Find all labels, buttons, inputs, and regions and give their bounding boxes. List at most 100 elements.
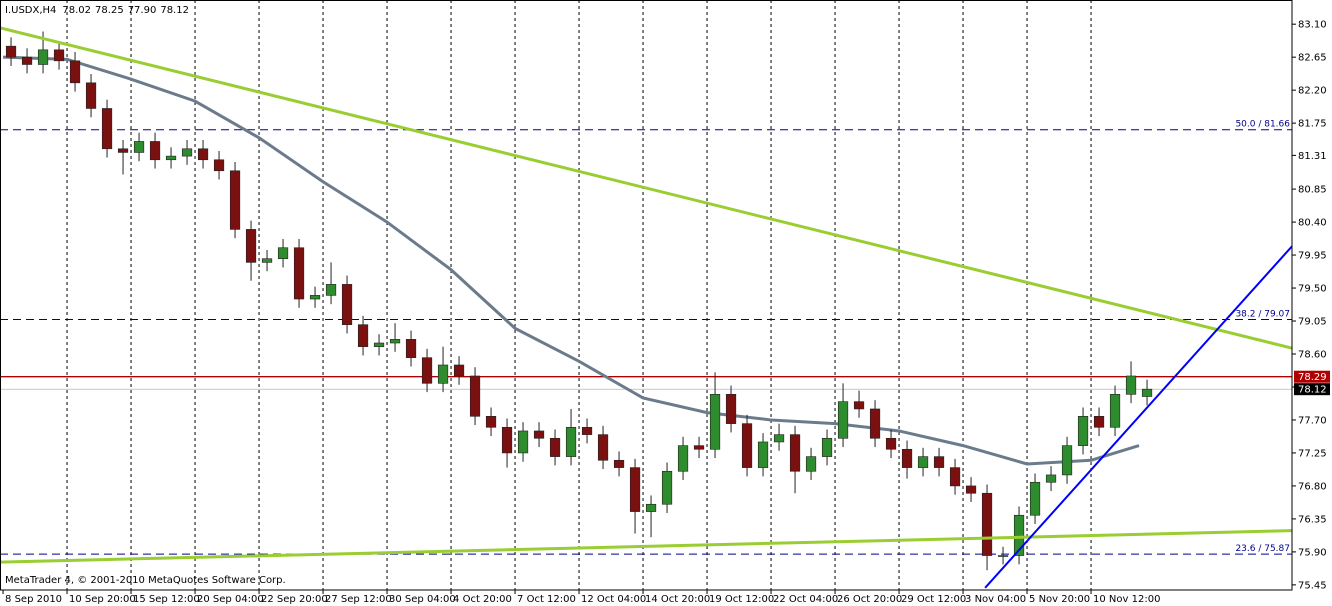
plot-area: 50.0 / 81.66 38.2 / 79.07 23.6 / 75.87 bbox=[0, 0, 1292, 590]
x-tick-label: 29 Oct 12:00 bbox=[901, 594, 966, 605]
candle-body bbox=[917, 456, 929, 468]
candle-body bbox=[453, 364, 465, 377]
x-tick-label: 8 Sep 2010 bbox=[5, 594, 62, 605]
candle-body bbox=[853, 401, 865, 410]
y-tick-label: 77.70 bbox=[1298, 415, 1327, 426]
x-tick-label: 14 Oct 20:00 bbox=[645, 594, 710, 605]
candle-body bbox=[1013, 514, 1025, 556]
candle-body bbox=[757, 441, 769, 468]
candle-body bbox=[437, 364, 449, 384]
fibo-label: 23.6 / 75.87 bbox=[1235, 544, 1290, 554]
candle-body bbox=[5, 45, 17, 58]
candle-body bbox=[293, 247, 305, 300]
x-tick-label: 12 Oct 04:00 bbox=[581, 594, 646, 605]
candle-body bbox=[741, 423, 753, 468]
candle-body bbox=[85, 82, 97, 109]
candle-body bbox=[1045, 474, 1057, 483]
candle-body bbox=[581, 426, 593, 435]
candle-body bbox=[117, 148, 129, 153]
y-tick-label: 79.50 bbox=[1298, 284, 1327, 295]
candle-body bbox=[597, 434, 609, 461]
candle-body bbox=[661, 470, 673, 505]
candle-body bbox=[549, 437, 561, 457]
moving-average bbox=[2, 55, 1140, 466]
candle-body bbox=[869, 408, 881, 439]
candle-body bbox=[309, 295, 321, 300]
x-tick-label: 7 Oct 12:00 bbox=[517, 594, 576, 605]
candle-body bbox=[789, 434, 801, 472]
y-tick-label: 76.80 bbox=[1298, 481, 1327, 492]
candle-body bbox=[37, 49, 49, 65]
trend-line bbox=[984, 245, 1292, 589]
candle-body bbox=[341, 284, 353, 325]
axes: 83.10 82.65 82.20 81.75 81.31 80.85 80.40 79.95… bbox=[2, 20, 1330, 605]
candle-body bbox=[181, 148, 193, 157]
candle-body bbox=[613, 459, 625, 468]
y-tick-label: 80.85 bbox=[1298, 185, 1327, 196]
footer: MetaTrader 4, © 2001-2010 MetaQuotes Sof… bbox=[5, 575, 286, 586]
candle-body bbox=[933, 456, 945, 468]
y-tick-label: 78.60 bbox=[1298, 350, 1327, 361]
x-tick-label: 30 Sep 04:00 bbox=[389, 594, 456, 605]
candle-body bbox=[981, 492, 993, 556]
fibo-label: 50.0 / 81.66 bbox=[1235, 120, 1290, 130]
price-marker-label: 78.12 bbox=[1298, 385, 1327, 396]
x-tick-label: 22 Sep 20:00 bbox=[261, 594, 328, 605]
candle-body bbox=[165, 155, 177, 161]
candle-body bbox=[421, 357, 433, 384]
candle-body bbox=[485, 415, 497, 428]
candle-body bbox=[645, 503, 657, 512]
candle-body bbox=[261, 258, 273, 263]
x-tick-label: 22 Oct 04:00 bbox=[773, 594, 838, 605]
x-tick-label: 5 Nov 20:00 bbox=[1029, 594, 1090, 605]
x-tick-label: 27 Sep 12:00 bbox=[325, 594, 392, 605]
x-tick-label: 26 Oct 20:00 bbox=[837, 594, 902, 605]
candle-body bbox=[197, 148, 209, 161]
candle-body bbox=[837, 401, 849, 439]
header-open: 78.02 bbox=[62, 5, 91, 16]
candle-body bbox=[1141, 388, 1153, 397]
candle-body bbox=[149, 141, 161, 161]
candle-body bbox=[821, 437, 833, 457]
candle-body bbox=[245, 229, 257, 263]
y-tick-label: 79.95 bbox=[1298, 251, 1327, 262]
header-high: 78.25 bbox=[95, 5, 124, 16]
candle-body bbox=[501, 426, 513, 454]
y-tick-label: 75.45 bbox=[1298, 580, 1327, 591]
candle-body bbox=[885, 437, 897, 450]
chart-header: I.USDX,H4 78.02 78.25 77.90 78.12 bbox=[5, 5, 189, 16]
trend-line bbox=[0, 26, 1292, 350]
candle-body bbox=[69, 60, 81, 84]
y-tick-label: 76.35 bbox=[1298, 514, 1327, 525]
candle-body bbox=[101, 108, 113, 150]
y-tick-label: 82.65 bbox=[1298, 53, 1327, 64]
candle-body bbox=[357, 324, 369, 347]
plot-frame bbox=[0, 0, 1293, 591]
candle-body bbox=[629, 467, 641, 512]
symbol: I.USDX,H4 bbox=[5, 5, 56, 16]
y-tick-label: 81.31 bbox=[1298, 151, 1327, 162]
y-tick-label: 79.05 bbox=[1298, 317, 1327, 328]
candle-body bbox=[469, 375, 481, 417]
candle-body bbox=[1029, 481, 1041, 516]
header-close: 78.12 bbox=[160, 5, 189, 16]
header-low: 77.90 bbox=[128, 5, 157, 16]
candle-body bbox=[517, 430, 529, 454]
candle-body bbox=[1077, 415, 1089, 446]
price-marker-box bbox=[1294, 370, 1330, 383]
y-tick-label: 83.10 bbox=[1298, 20, 1327, 31]
y-tick-label: 75.90 bbox=[1298, 547, 1327, 558]
candle-body bbox=[21, 56, 33, 65]
candle-body bbox=[709, 394, 721, 450]
candle-body bbox=[693, 445, 705, 450]
candle-body bbox=[901, 448, 913, 468]
trend-line bbox=[0, 529, 1292, 564]
y-tick-label: 81.75 bbox=[1298, 119, 1327, 130]
candle-body bbox=[389, 339, 401, 344]
candle-body bbox=[277, 247, 289, 260]
y-tick-label: 80.40 bbox=[1298, 218, 1327, 229]
price-marker-box bbox=[1294, 383, 1330, 396]
candle-body bbox=[213, 159, 225, 172]
x-tick-label: 10 Nov 12:00 bbox=[1093, 594, 1160, 605]
